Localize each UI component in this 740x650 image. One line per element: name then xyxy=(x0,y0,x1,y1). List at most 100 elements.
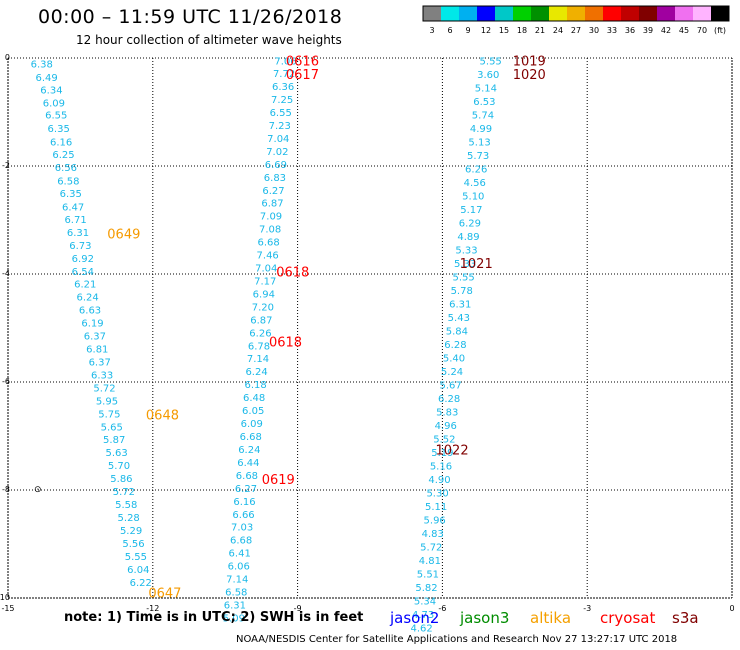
wave-height-value: 5.29 xyxy=(120,526,142,537)
wave-height-value: 6.31 xyxy=(449,300,471,311)
pass-time-label: 0649 xyxy=(107,228,140,243)
wave-height-value: 5.58 xyxy=(115,500,137,511)
wave-height-value: 6.26 xyxy=(249,328,271,339)
wave-height-value: 4.89 xyxy=(457,232,479,243)
legend-label: 24 xyxy=(553,26,563,35)
wave-height-value: 6.48 xyxy=(243,393,265,404)
wave-height-value: 6.35 xyxy=(48,124,70,135)
legend-label: 6 xyxy=(447,26,452,35)
wave-height-value: 5.33 xyxy=(455,246,477,257)
wave-height-value: 5.65 xyxy=(101,422,123,433)
legend-label: 12 xyxy=(481,26,491,35)
wave-height-value: 7.04 xyxy=(267,134,289,145)
wave-height-value: 6.24 xyxy=(245,367,267,378)
legend-swatch xyxy=(513,6,531,21)
wave-height-value: 5.56 xyxy=(122,539,144,550)
legend-swatch xyxy=(675,6,693,21)
wave-height-value: 5.52 xyxy=(433,435,455,446)
wave-height-value: 6.38 xyxy=(31,59,53,70)
wave-height-value: 6.68 xyxy=(236,471,258,482)
legend-label: 3 xyxy=(429,26,434,35)
legend-swatch xyxy=(693,6,711,21)
legend-altika: altika xyxy=(530,609,572,627)
pass-time-label: 0619 xyxy=(262,473,295,488)
x-tick-label: -6 xyxy=(438,604,446,613)
wave-height-value: 6.27 xyxy=(235,484,257,495)
wave-height-value: 5.13 xyxy=(468,138,490,149)
wave-height-value: 7.06 xyxy=(274,57,296,68)
wave-height-value: 6.25 xyxy=(52,150,74,161)
legend-swatch xyxy=(603,6,621,21)
y-tick-label: -10 xyxy=(0,593,10,602)
pass-time-label: 1022 xyxy=(436,444,469,459)
legend-swatch xyxy=(477,6,495,21)
wave-height-value: 5.83 xyxy=(436,408,458,419)
wave-height-value: 6.81 xyxy=(86,345,108,356)
footer-credit: NOAA/NESDIS Center for Satellite Applica… xyxy=(236,634,678,645)
wave-height-value: 7.02 xyxy=(266,147,288,158)
legend-jason3: jason3 xyxy=(460,609,510,627)
wave-height-value: 6.56 xyxy=(55,163,77,174)
wave-height-value: 4.81 xyxy=(419,556,441,567)
wave-height-value: 6.29 xyxy=(459,219,481,230)
wave-height-value: 4.99 xyxy=(470,124,492,135)
wave-height-value: 6.33 xyxy=(91,370,113,381)
wave-height-value: 6.49 xyxy=(35,73,57,84)
wave-height-value: 6.68 xyxy=(240,432,262,443)
wave-height-value: 5.95 xyxy=(96,396,118,407)
wave-height-value: 5.24 xyxy=(441,367,463,378)
wave-height-value: 6.87 xyxy=(250,315,272,326)
wave-height-value: 5.55 xyxy=(480,57,502,68)
color-scale-legend: 3 6 9 12 15 18 21 24 27 30 33 36 39 42 45 70 (ft) xyxy=(422,5,730,35)
pass-time-label: 1020 xyxy=(513,68,546,83)
pass-time-label: 0647 xyxy=(148,587,181,602)
legend-swatch xyxy=(639,6,657,21)
wave-height-value: 5.40 xyxy=(443,354,465,365)
wave-height-value: 7.17 xyxy=(254,276,276,287)
legend-swatch xyxy=(441,6,459,21)
wave-height-value: 6.41 xyxy=(229,549,251,560)
wave-height-value: 6.06 xyxy=(228,562,250,573)
wave-height-value: 5.55 xyxy=(125,552,147,563)
wave-height-value: 6.28 xyxy=(438,394,460,405)
x-tick-label: 0 xyxy=(729,604,734,613)
wave-height-value: 6.54 xyxy=(72,267,94,278)
wave-height-values: 6.386.496.346.096.556.356.166.256.566.58… xyxy=(31,57,502,635)
wave-height-value: 7.72 xyxy=(273,69,295,80)
map-title: 00:00 – 11:59 UTC 11/26/2018 xyxy=(38,6,343,28)
wave-height-value: 5.63 xyxy=(105,448,127,459)
legend-swatch xyxy=(711,6,729,21)
x-tick-label: -12 xyxy=(146,604,159,613)
wave-height-value: 6.94 xyxy=(253,289,275,300)
pass-time-label: 0618 xyxy=(276,265,309,280)
wave-height-value: 6.83 xyxy=(264,173,286,184)
wave-height-value: 7.14 xyxy=(247,354,269,365)
wave-height-value: 5.43 xyxy=(448,313,470,324)
wave-height-value: 5.14 xyxy=(475,84,497,95)
wave-height-value: 6.55 xyxy=(270,108,292,119)
wave-height-value: 5.78 xyxy=(451,286,473,297)
wave-height-value: 5.72 xyxy=(113,487,135,498)
location-marker: ⊙ xyxy=(34,485,42,495)
legend-label: 21 xyxy=(535,26,545,35)
x-tick-label: -9 xyxy=(294,604,302,613)
wave-height-value: 6.66 xyxy=(232,510,254,521)
legend-label: 18 xyxy=(517,26,527,35)
wave-height-value: 5.55 xyxy=(453,273,475,284)
wave-height-value: 5.86 xyxy=(110,474,132,485)
circle-marker-icon: ⊙ xyxy=(34,485,42,495)
wave-height-value: 6.26 xyxy=(465,165,487,176)
wave-height-value: 6.16 xyxy=(50,138,72,149)
wave-height-value: 6.68 xyxy=(230,536,252,547)
wave-height-value: 7.09 xyxy=(260,212,282,223)
wave-height-value: 5.51 xyxy=(417,570,439,581)
wave-height-value: 7.14 xyxy=(226,575,248,586)
wave-height-value: 6.92 xyxy=(72,254,94,265)
legend-label: 33 xyxy=(607,26,617,35)
y-tick-label: -2 xyxy=(2,161,10,170)
wave-height-value: 6.24 xyxy=(238,445,260,456)
legend-swatch xyxy=(423,6,441,21)
wave-height-value: 7.08 xyxy=(259,225,281,236)
